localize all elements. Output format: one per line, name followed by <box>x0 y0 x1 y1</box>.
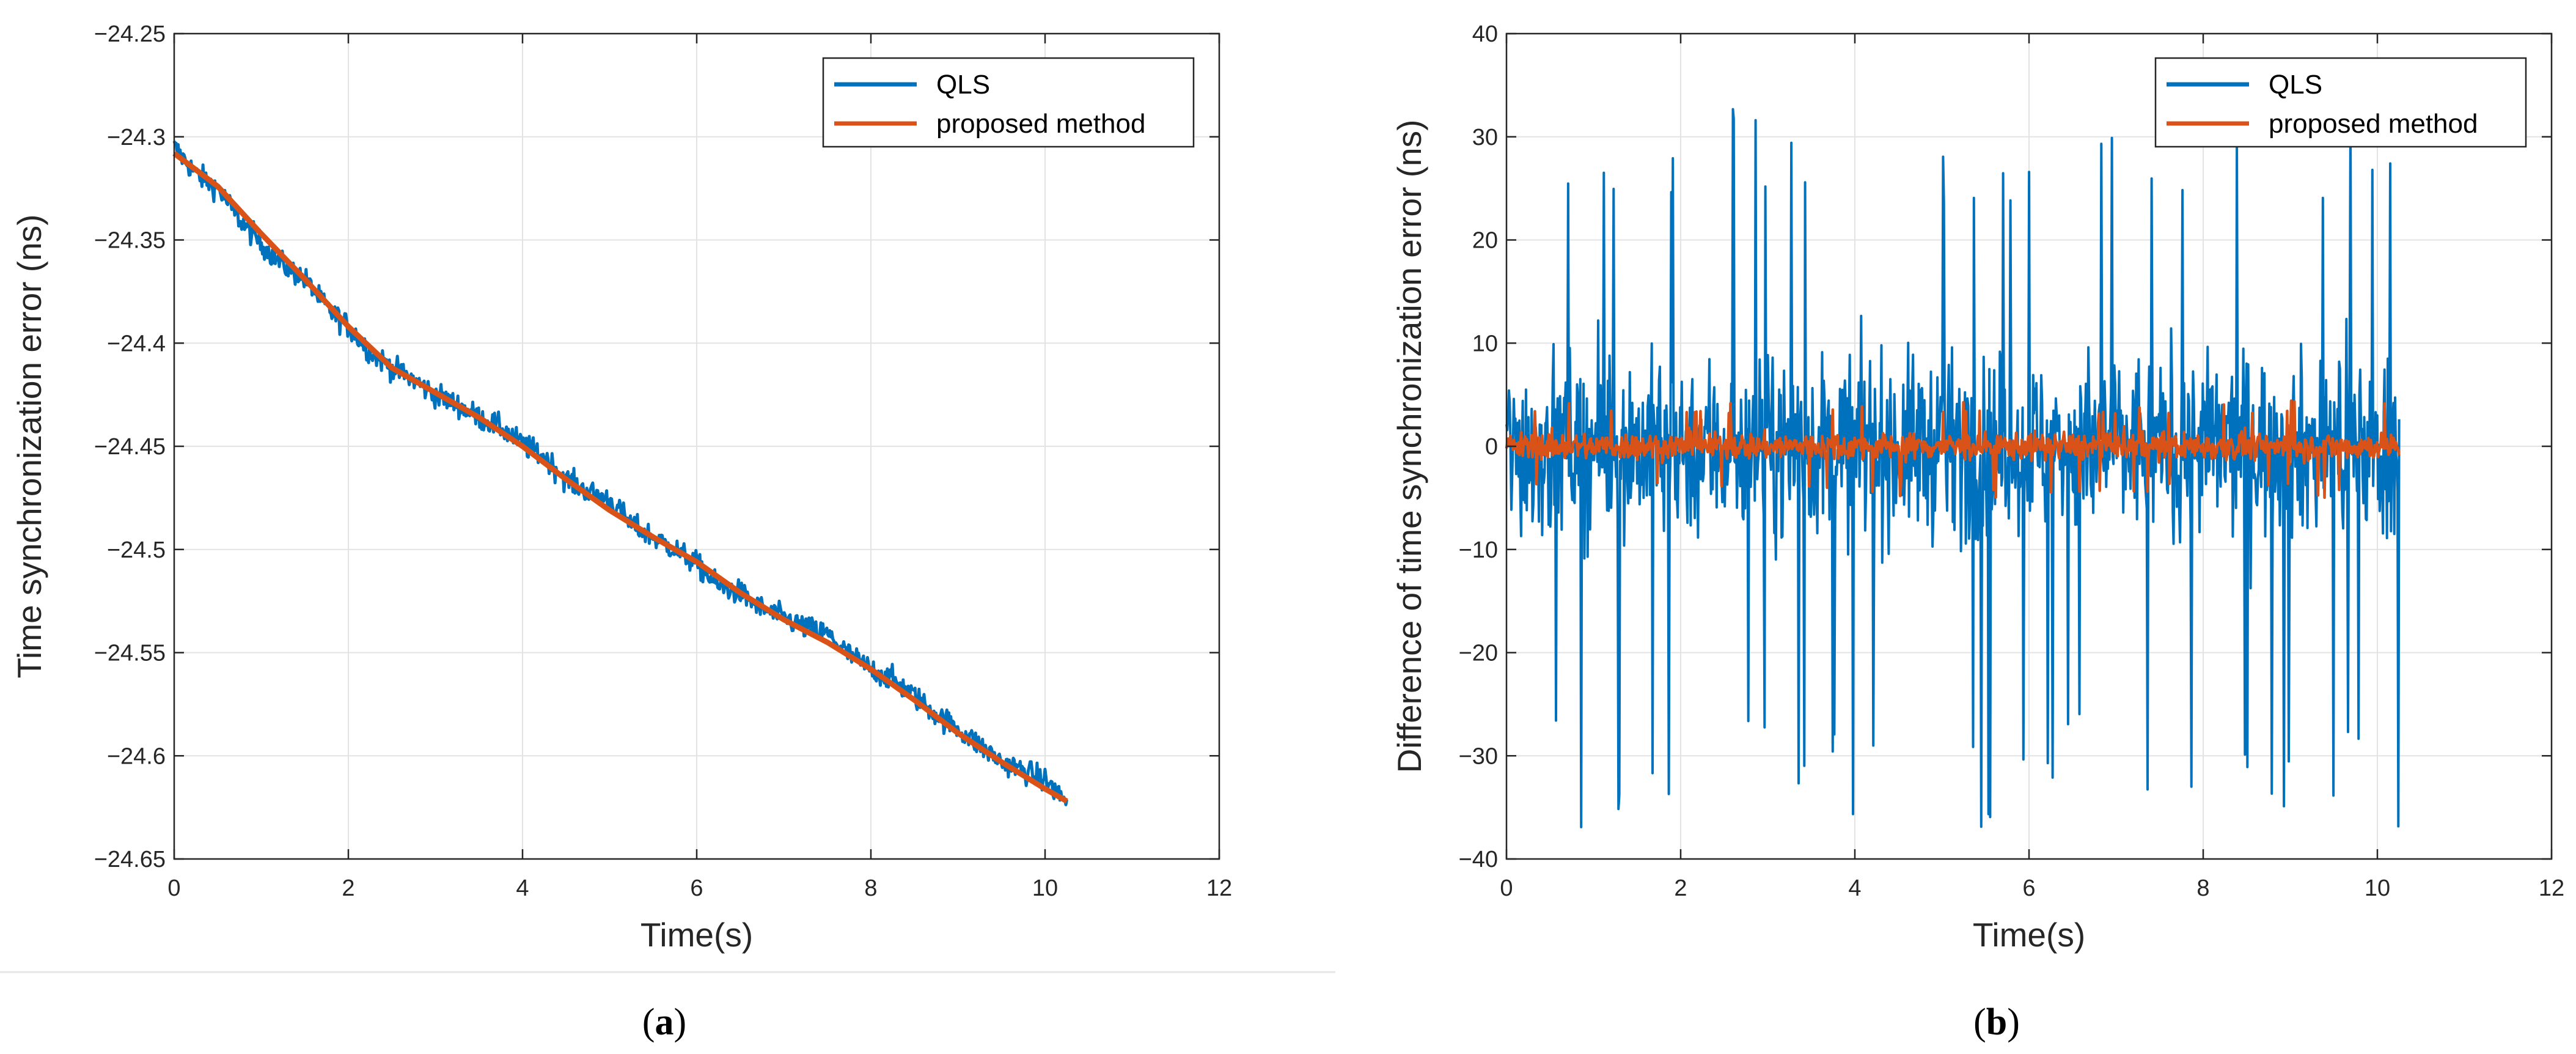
x-tick-label: 12 <box>2539 875 2564 901</box>
y-tick-label: −24.35 <box>94 228 166 254</box>
y-tick-label: 40 <box>1472 21 1498 47</box>
series-line-qls <box>1505 108 2401 828</box>
x-tick-label: 4 <box>1848 875 1861 901</box>
y-tick-label: −24.45 <box>94 434 166 460</box>
y-tick-label: −20 <box>1459 641 1498 666</box>
legend-label-proposed-a: proposed method <box>936 109 1145 139</box>
y-tick-label: −24.5 <box>107 537 166 563</box>
caption-b: (b) <box>1973 1001 2020 1043</box>
x-tick-label: 8 <box>2196 875 2209 901</box>
caption-a: (a) <box>642 1001 686 1043</box>
y-tick-label: −40 <box>1459 847 1498 872</box>
y-tick-label: 30 <box>1472 125 1498 150</box>
x-tick-label: 10 <box>2365 875 2390 901</box>
series-line-proposed-method <box>1505 399 2401 499</box>
panel-b: 0 2 4 6 8 10 12 −40 −30 −20 −10 0 10 20 30 40 Time(s) D… <box>1390 21 2564 1043</box>
y-axis-label-a: Time synchronization error (ns) <box>10 214 48 678</box>
y-tick-label: −24.4 <box>107 331 166 356</box>
legend-box-a <box>822 57 1195 148</box>
series-group-b <box>1505 108 2401 828</box>
grid-a <box>174 34 1219 859</box>
y-tick-label: −24.55 <box>94 641 166 666</box>
x-tick-label: 4 <box>516 875 529 901</box>
x-tick-label: 10 <box>1032 875 1058 901</box>
legend-label-proposed-b: proposed method <box>2269 109 2478 139</box>
series-group-a <box>172 140 1069 806</box>
x-tick-label: 8 <box>864 875 877 901</box>
y-tick-label: −10 <box>1459 537 1498 563</box>
legend-label-qls-b: QLS <box>2269 70 2322 100</box>
x-tick-label: 6 <box>2022 875 2035 901</box>
x-tick-label: 6 <box>690 875 703 901</box>
legend-b: QLS proposed method <box>2154 57 2527 148</box>
legend-box-b <box>2154 57 2527 148</box>
y-tick-label: −24.6 <box>107 743 166 769</box>
ticks-b: 0 2 4 6 8 10 12 −40 −30 −20 −10 0 10 20 30 40 <box>1459 21 2565 901</box>
x-axis-label-a: Time(s) <box>640 916 753 954</box>
y-tick-label: −30 <box>1459 743 1498 769</box>
y-tick-label: 10 <box>1472 331 1498 356</box>
x-axis-label-b: Time(s) <box>1973 916 2085 954</box>
legend-a: QLS proposed method <box>822 57 1195 148</box>
y-axis-label-b: Difference of time synchronization error… <box>1390 120 1428 773</box>
x-tick-label: 12 <box>1206 875 1232 901</box>
y-tick-label: 0 <box>1485 434 1498 460</box>
series-line-proposed-method <box>172 151 1068 804</box>
ticks-a: 0 2 4 6 8 10 12 −24.65 −24.6 −24.55 −24.5 −24.45 −24… <box>94 21 1232 901</box>
y-tick-label: −24.25 <box>94 21 166 47</box>
y-tick-label: −24.65 <box>94 847 166 872</box>
x-tick-label: 0 <box>1500 875 1513 901</box>
x-tick-label: 2 <box>1674 875 1687 901</box>
y-tick-label: 20 <box>1472 228 1498 254</box>
x-tick-label: 0 <box>167 875 180 901</box>
legend-label-qls-a: QLS <box>936 70 990 100</box>
y-tick-label: −24.3 <box>107 125 166 150</box>
panel-a: 0 2 4 6 8 10 12 −24.65 −24.6 −24.55 −24.5 −24.45 −24… <box>10 21 1232 1043</box>
x-tick-label: 2 <box>342 875 354 901</box>
